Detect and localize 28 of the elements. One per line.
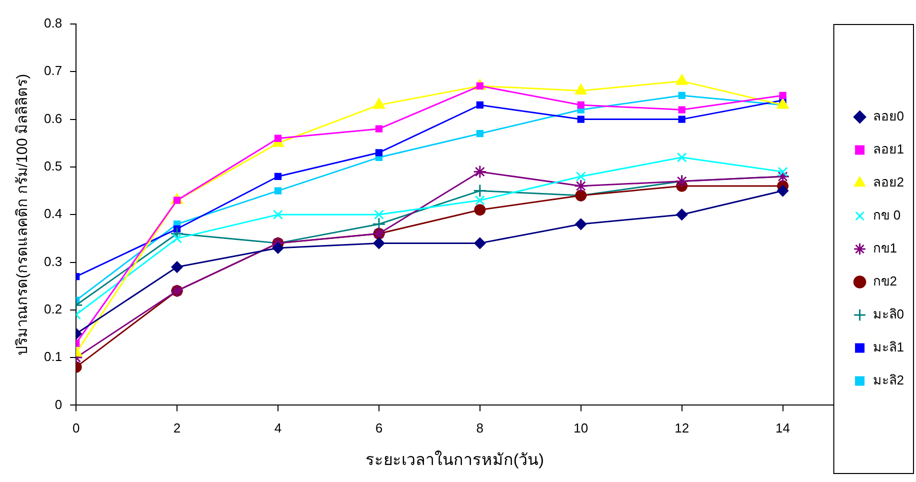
y-tick-label: 0.3 [44, 254, 62, 269]
y-tick-label: 0 [54, 396, 62, 412]
x-tick-label: 8 [476, 420, 484, 436]
y-tick-label: 0.1 [44, 349, 62, 364]
x-tick-label: 10 [574, 420, 588, 436]
legend-label: ลอย2 [872, 174, 904, 190]
legend-label: มะลิ1 [872, 340, 904, 355]
y-tick-label: 0.6 [44, 110, 62, 126]
y-tick-label: 0.7 [44, 63, 62, 78]
x-tick-label: 6 [375, 420, 383, 436]
x-tick-label: 12 [674, 420, 690, 436]
y-tick-label: 0.2 [44, 301, 62, 316]
legend-label: ลอย0 [872, 108, 904, 124]
y-tick-label: 0.4 [44, 206, 62, 222]
legend-label: กข 0 [872, 208, 901, 223]
legend-label: กข1 [872, 240, 898, 256]
legend-label: มะลิ0 [872, 306, 904, 322]
legend-label: กข2 [872, 274, 898, 289]
y-tick-label: 0.5 [44, 158, 62, 174]
x-tick-label: 4 [274, 420, 282, 436]
x-tick-label: 2 [173, 420, 181, 436]
x-tick-label: 0 [72, 420, 80, 436]
legend-label: ลอย1 [872, 142, 904, 157]
legend-label: มะลิ2 [872, 372, 904, 388]
y-tick-label: 0.8 [44, 16, 62, 31]
x-tick-label: 14 [776, 420, 790, 436]
x-axis-title: ระยะเวลาในการหมัก(วัน) [365, 450, 544, 469]
y-axis-title: ปริมาณกรด(กรดแลคติก กรัม/100 มิลลิลิตร) [14, 74, 32, 356]
